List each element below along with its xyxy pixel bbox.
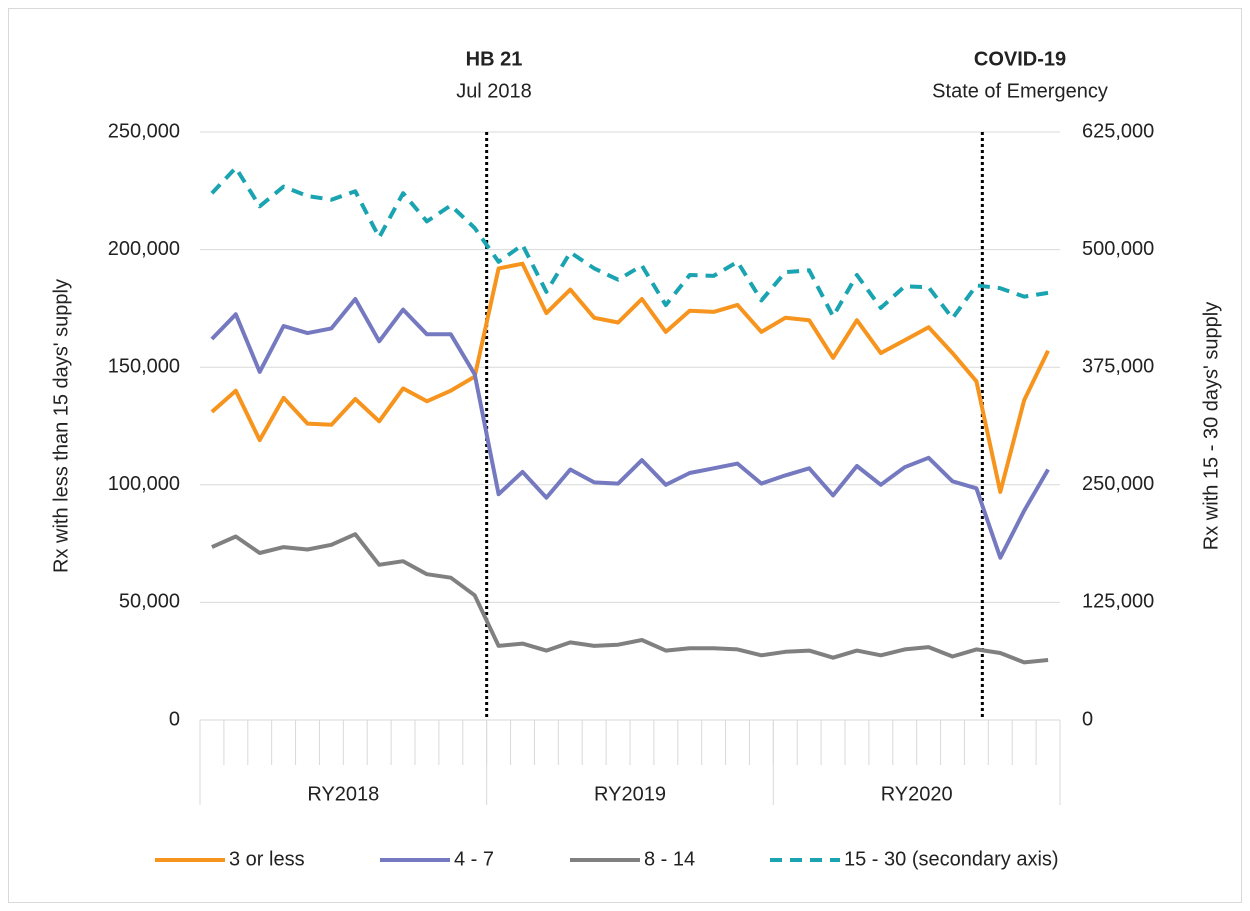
group-label: RY2018 [307, 783, 379, 805]
y2-tick-label: 250,000 [1082, 473, 1154, 495]
y-tick-label: 100,000 [108, 473, 180, 495]
y2-tick-label: 125,000 [1082, 591, 1154, 613]
annotation-title: HB 21 [466, 48, 523, 70]
group-label: RY2020 [881, 783, 953, 805]
legend-label: 3 or less [229, 848, 305, 870]
series-line [210, 261, 1050, 494]
y-tick-label: 0 [169, 708, 180, 730]
y-tick-label: 50,000 [119, 591, 180, 613]
series-line [210, 165, 1049, 321]
y-axis-label: Rx with less than 15 days' supply [50, 279, 72, 573]
series-line [211, 532, 1049, 665]
annotation-subtitle: Jul 2018 [456, 80, 532, 102]
y2-tick-label: 500,000 [1082, 238, 1154, 260]
legend-label: 8 - 14 [644, 848, 695, 870]
y-tick-label: 200,000 [108, 238, 180, 260]
y-tick-label: 250,000 [108, 120, 180, 142]
annotation-subtitle: State of Emergency [932, 80, 1108, 102]
y2-tick-label: 0 [1082, 708, 1093, 730]
chart-frame [8, 8, 1242, 903]
legend-label: 4 - 7 [454, 848, 494, 870]
y2-axis-label: Rx with 15 - 30 days' supply [1200, 302, 1222, 550]
group-label: RY2019 [594, 783, 666, 805]
series-line [210, 297, 1050, 560]
annotation-title: COVID-19 [974, 48, 1066, 70]
legend-label: 15 - 30 (secondary axis) [844, 848, 1059, 870]
y2-tick-label: 375,000 [1082, 355, 1154, 377]
y-tick-label: 150,000 [108, 355, 180, 377]
y2-tick-label: 625,000 [1082, 120, 1154, 142]
